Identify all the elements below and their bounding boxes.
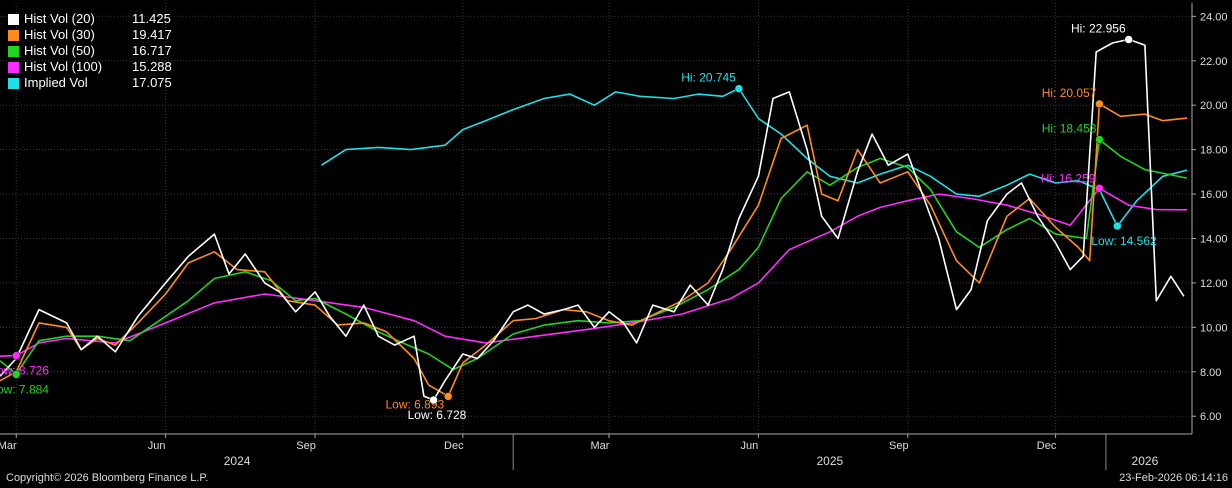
legend-swatch xyxy=(8,77,19,89)
legend-label: Hist Vol (50) xyxy=(24,43,95,58)
x-tick-label: Mar xyxy=(0,440,17,452)
x-tick-label: Jun xyxy=(741,440,759,452)
annotation-marker xyxy=(429,395,438,405)
annotations: Hi: 22.956 Hi: 20.057 Hi: 18.453 Hi: 16.259… xyxy=(0,22,1157,423)
annotation-marker xyxy=(1113,221,1122,231)
y-tick-label: 8.00 xyxy=(1200,367,1221,379)
copyright-text: Copyright© 2026 Bloomberg Finance L.P. xyxy=(6,472,209,484)
legend-item-implied-vol: Implied Vol 17.075 xyxy=(8,75,172,91)
annotation-label: Hi: 22.956 xyxy=(1071,22,1126,36)
annotation-marker xyxy=(11,370,21,379)
legend-item-hist-vol-20: Hist Vol (20) 11.425 xyxy=(8,11,172,27)
series-line-implied-vol xyxy=(321,87,1188,227)
y-tick-label: 20.00 xyxy=(1200,100,1228,112)
legend-label: Hist Vol (100) xyxy=(24,59,103,74)
annotation-label: Low: 14.562 xyxy=(1091,234,1157,248)
y-tick-label: 18.00 xyxy=(1200,145,1228,157)
annotation-marker xyxy=(1095,99,1104,109)
legend-item-hist-vol-30: Hist Vol (30) 19.417 xyxy=(8,27,172,43)
legend-value: 16.717 xyxy=(132,43,172,58)
year-separators xyxy=(512,434,1107,470)
x-tick-label: Dec xyxy=(444,440,464,452)
y-axis: 6.00 8.00 10.00 12.00 14.00 16.00 18.00 20.00 22… xyxy=(1191,3,1228,434)
x-tick-label: Sep xyxy=(889,440,909,452)
legend-label: Hist Vol (30) xyxy=(24,27,95,42)
annotation-label: Low: 6.728 xyxy=(408,408,467,422)
legend-item-hist-vol-50: Hist Vol (50) 16.717 xyxy=(8,43,172,59)
legend: Hist Vol (20) 11.425 Hist Vol (30) 19.41… xyxy=(8,11,172,91)
annotation-marker xyxy=(1124,35,1133,44)
legend-value: 15.288 xyxy=(132,59,172,74)
year-label: 2025 xyxy=(817,454,844,468)
series-line-hist-vol-50 xyxy=(0,138,1188,375)
legend-swatch xyxy=(8,13,19,25)
series-line-hist-vol-30 xyxy=(0,103,1188,398)
legend-swatch xyxy=(8,61,19,73)
y-tick-label: 22.00 xyxy=(1200,56,1228,68)
annotation-label: Hi: 16.259 xyxy=(1041,171,1096,185)
x-axis: Mar Jun Sep Dec Mar Jun Sep Dec 2024 2025 2026 xyxy=(0,433,1192,468)
y-tick-label: 10.00 xyxy=(1200,322,1228,334)
legend-swatch xyxy=(8,29,19,41)
legend-label: Implied Vol xyxy=(24,75,88,90)
annotation-marker xyxy=(11,351,21,360)
annotation-marker xyxy=(443,392,453,401)
annotation-marker xyxy=(734,84,744,93)
annotation-marker xyxy=(1095,184,1104,193)
x-tick-label: Dec xyxy=(1037,440,1057,452)
x-tick-label: Sep xyxy=(296,440,316,452)
x-tick-label: Jun xyxy=(148,440,166,452)
y-tick-label: 24.00 xyxy=(1200,11,1228,23)
legend-item-hist-vol-100: Hist Vol (100) 15.288 xyxy=(8,59,172,75)
annotation-label: Low: 7.884 xyxy=(0,382,49,396)
x-tick-label: Mar xyxy=(591,440,610,452)
y-tick-label: 14.00 xyxy=(1200,233,1228,245)
annotation-marker xyxy=(1095,135,1104,144)
legend-label: Hist Vol (20) xyxy=(24,11,95,26)
y-tick-label: 16.00 xyxy=(1200,189,1228,201)
year-label: 2026 xyxy=(1132,454,1159,468)
y-tick-label: 6.00 xyxy=(1200,411,1221,423)
annotation-label: Hi: 18.453 xyxy=(1042,122,1097,136)
timestamp-text: 23-Feb-2026 06:14:16 xyxy=(1119,472,1228,484)
annotation-label: Low: 8.726 xyxy=(0,364,49,378)
series-line-hist-vol-100 xyxy=(0,187,1188,357)
annotation-label: Hi: 20.057 xyxy=(1042,86,1097,100)
legend-swatch xyxy=(8,45,19,57)
legend-value: 19.417 xyxy=(132,27,172,42)
series-lines xyxy=(0,38,1188,401)
series-line-hist-vol-20 xyxy=(0,38,1185,401)
y-tick-label: 12.00 xyxy=(1200,278,1228,290)
year-label: 2024 xyxy=(224,454,251,468)
annotation-label: Hi: 20.745 xyxy=(681,71,736,85)
legend-value: 17.075 xyxy=(132,75,172,90)
legend-value: 11.425 xyxy=(132,11,171,26)
